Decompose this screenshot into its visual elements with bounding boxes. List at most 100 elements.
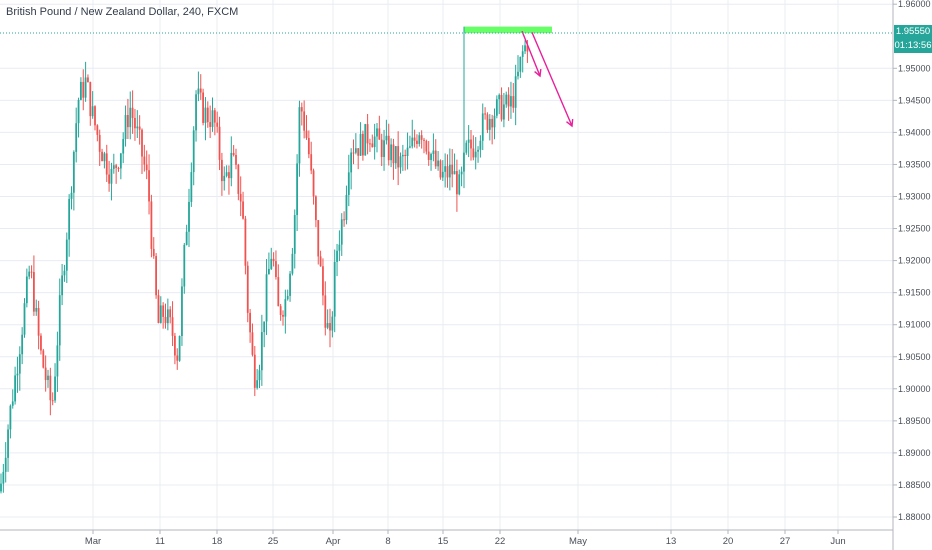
candle-body (131, 107, 134, 118)
candle-body (423, 139, 425, 141)
candle-body (411, 137, 414, 147)
candle-body (392, 144, 395, 164)
candle-body (488, 118, 491, 130)
candle-body (371, 143, 374, 148)
candle-body (354, 148, 357, 153)
candle-body (112, 165, 115, 169)
candle-body (136, 126, 139, 129)
price-tick-label: 1.90000 (898, 384, 931, 394)
candle-body (44, 367, 47, 381)
candle-body (190, 172, 193, 202)
candle-body (331, 316, 334, 331)
forecast-arrow-head (566, 118, 574, 128)
candle-body (317, 220, 320, 257)
candle-body (289, 273, 291, 296)
price-tick-label: 1.94500 (898, 95, 931, 105)
candle-body (216, 122, 219, 127)
candle-body (404, 154, 407, 157)
forecast-arrow-head (534, 68, 542, 78)
candle-body (420, 135, 423, 140)
candle-body (357, 148, 360, 156)
candle-body (141, 129, 143, 157)
candle-body (174, 335, 176, 356)
candle-body (218, 126, 221, 160)
candle-body (352, 152, 355, 154)
candle-body (467, 139, 470, 143)
candle-body (183, 244, 186, 287)
candle-body (75, 123, 78, 152)
candle-body (394, 146, 397, 164)
candle-body (312, 170, 315, 197)
candle-body (54, 376, 56, 401)
candle-body (458, 174, 461, 195)
candle-body (150, 201, 153, 249)
candle-body (526, 45, 529, 52)
candle-body (96, 125, 99, 135)
candle-body (176, 355, 179, 361)
candle-body (155, 256, 157, 296)
candle-body (265, 274, 268, 322)
candle-body (319, 256, 322, 267)
candle-body (202, 92, 204, 123)
time-tick-label: 13 (666, 536, 677, 547)
current-price-tag: 1.95550 (894, 25, 932, 39)
time-tick-label: 20 (723, 536, 734, 547)
candle-body (253, 354, 256, 388)
candle-body (110, 168, 113, 184)
time-tick-label: 25 (268, 536, 279, 547)
candle-body (401, 154, 404, 157)
candle-body (448, 164, 451, 178)
candle-body (162, 305, 165, 317)
candle-body (127, 115, 129, 128)
candle-body (68, 198, 71, 240)
candle-body (221, 159, 223, 182)
candle-body (246, 265, 249, 313)
candle-body (399, 156, 402, 168)
price-tick-label: 1.94000 (898, 127, 931, 137)
candle-body (2, 471, 5, 484)
candle-body (505, 94, 508, 105)
price-tick-label: 1.96000 (898, 0, 931, 9)
candle-body (390, 144, 392, 161)
candle-body (72, 151, 75, 193)
candle-body (42, 350, 45, 368)
time-tick-label: Jun (830, 536, 845, 547)
candle-body (232, 152, 235, 155)
time-axis[interactable]: Mar 11 18 25 Apr 8 15 22 May 13 20 27 Jun (0, 529, 893, 547)
candle-body (430, 154, 432, 160)
candle-body (16, 373, 19, 376)
price-tick-label: 1.89500 (898, 416, 931, 426)
chart-title: British Pound / New Zealand Dollar, 240,… (6, 6, 239, 18)
candle-body (256, 380, 259, 388)
price-tick-label: 1.95000 (898, 63, 931, 73)
candle-body (89, 82, 92, 117)
candle-body (387, 135, 390, 161)
candle-body (514, 76, 517, 108)
candle-body (298, 107, 301, 164)
candle-body (434, 150, 437, 167)
price-tick-label: 1.88000 (898, 512, 931, 522)
time-tick-label: Apr (326, 536, 341, 547)
candle-body (47, 375, 49, 381)
candle-body (192, 130, 195, 173)
annotation-layer (521, 30, 574, 128)
price-tick-label: 1.91000 (898, 320, 931, 330)
candle-body (416, 140, 418, 144)
candle-body (235, 154, 237, 165)
candle-body (152, 248, 155, 257)
candle-body (324, 295, 327, 328)
candle-body (413, 137, 416, 141)
candle-body (171, 317, 174, 336)
candle-body (444, 166, 447, 172)
candle-body (260, 332, 263, 371)
candle-body (70, 192, 73, 199)
time-tick-label: 22 (495, 536, 506, 547)
candle-body (169, 309, 172, 318)
candle-body (284, 299, 287, 317)
candle-body (310, 154, 313, 171)
candle-body (63, 270, 66, 276)
candle-body (23, 303, 26, 335)
candle-body (37, 308, 40, 336)
